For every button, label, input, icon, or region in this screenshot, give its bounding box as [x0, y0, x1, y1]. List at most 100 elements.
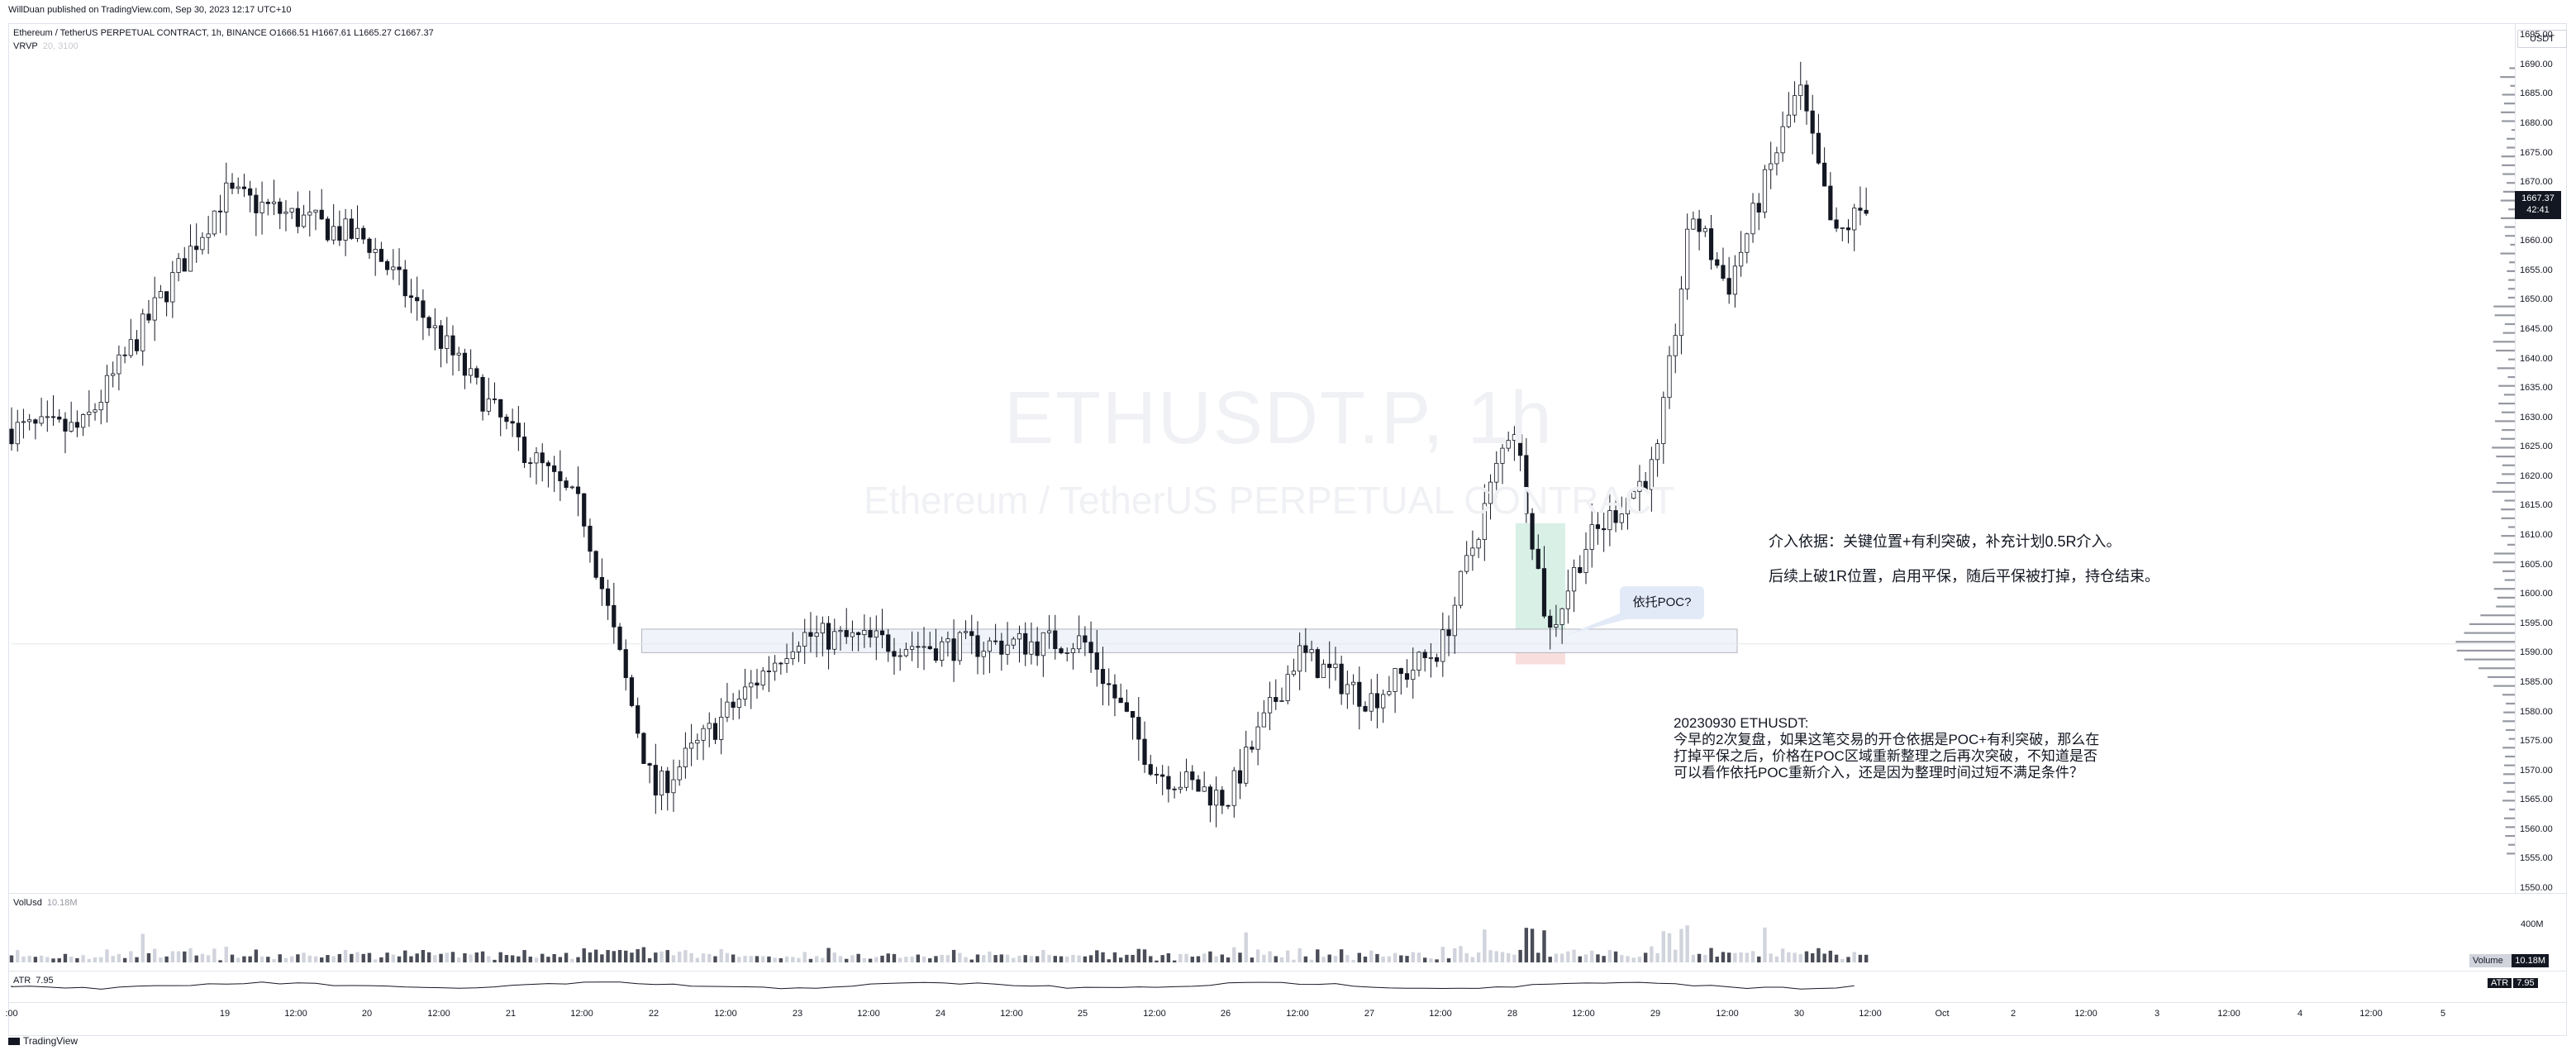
vrvp-bar [2505, 834, 2515, 838]
volume-bar [1202, 953, 1207, 962]
candle-body [1792, 95, 1797, 116]
volume-bar [456, 957, 461, 962]
candle-body [1822, 162, 1827, 187]
candle-body [104, 375, 110, 403]
annotation-entry-basis[interactable]: 介入依据：关键位置+有利突破，补充计划0.5R介入。 [1769, 533, 2121, 550]
vrvp-bar [2503, 103, 2515, 105]
price-axis-label: 1685.00 [2520, 88, 2553, 99]
volume-bar [242, 956, 246, 962]
description-watermark: Ethereum / TetherUS PERPETUAL CONTRACT [864, 479, 1675, 522]
volume-bar [307, 955, 312, 962]
candle-body [50, 416, 56, 418]
volume-bar [1506, 952, 1511, 962]
vrvp-bar [2507, 375, 2515, 379]
vrvp-bar [2501, 535, 2515, 537]
volume-bar [874, 957, 879, 962]
annotation-review[interactable]: 20230930 ETHUSDT: 今早的2次复盘，如果这笔交易的开仓依据是PO… [1674, 715, 2202, 781]
volume-bar [821, 957, 825, 962]
annotation-follow-up[interactable]: 后续上破1R位置，启用平保，随后平保被打掉，持仓结束。 [1769, 568, 2160, 585]
candle-body [1339, 663, 1344, 695]
volume-bar [1005, 954, 1010, 962]
volume-bar [1333, 956, 1338, 962]
candle-body [194, 246, 199, 251]
candle-body [1524, 455, 1529, 514]
volume-bar [1303, 956, 1308, 962]
vrvp-bar [2455, 641, 2515, 643]
volume-bar [570, 958, 574, 962]
poc-callout[interactable]: 依托POC? [1620, 586, 1704, 619]
candle-body [325, 218, 331, 241]
volume-bar [612, 951, 617, 962]
volume-bar [1208, 951, 1212, 962]
volume-bar [1149, 956, 1153, 962]
candle-body [575, 486, 581, 494]
symbol-legend[interactable]: Ethereum / TetherUS PERPETUAL CONTRACT, … [13, 28, 434, 38]
candle-body [999, 640, 1004, 655]
volume-bar [206, 955, 211, 962]
volume-bar [1041, 949, 1045, 962]
currency-button[interactable]: USDT [2517, 30, 2567, 48]
price-axis-label: 1695.00 [2520, 30, 2553, 41]
volume-bar [391, 954, 396, 962]
volume-bar [1602, 956, 1606, 962]
volume-bar [988, 951, 992, 962]
volume-legend[interactable]: VolUsd 10.18M [13, 898, 78, 908]
vrvp-legend[interactable]: VRVP 20, 3100 [13, 41, 79, 51]
candle-body [564, 480, 569, 488]
price-axis[interactable] [2515, 23, 2568, 893]
volume-bar [689, 952, 693, 962]
vrvp-bar [2502, 428, 2515, 432]
vrvp-bar [2507, 526, 2515, 528]
volume-bar [135, 957, 139, 962]
candle-body [140, 313, 145, 351]
volume-bar [355, 952, 359, 962]
candle-body [1548, 615, 1553, 628]
atr-legend[interactable]: ATR 7.95 [13, 976, 54, 986]
volume-bar [1190, 957, 1194, 962]
vrvp-bar [2511, 129, 2515, 131]
vrvp-bar [2509, 261, 2515, 264]
time-axis-label: 25 [1077, 1009, 1088, 1019]
candle-body [1172, 788, 1177, 790]
volume-bar [850, 955, 855, 962]
volume-value: 10.18M [46, 898, 78, 908]
volume-bar [593, 949, 598, 962]
candle-body [432, 325, 437, 328]
volume-bar [409, 956, 413, 962]
candle-body [1435, 656, 1440, 662]
candle-body [1274, 697, 1278, 702]
volume-bar [1661, 931, 1666, 962]
volume-bar [1745, 952, 1750, 962]
volume-bar [546, 957, 550, 962]
price-axis-label: 1625.00 [2520, 442, 2553, 452]
volume-bar [1500, 952, 1505, 962]
volume-bar [725, 952, 730, 962]
candle-body [1166, 776, 1171, 790]
volume-bar [152, 948, 157, 962]
candle-body [1625, 498, 1631, 515]
vrvp-bar [2495, 420, 2515, 422]
volume-bar [361, 953, 365, 962]
volume-bar [183, 951, 187, 962]
vrvp-params: 20, 3100 [42, 41, 79, 51]
candle-body [671, 779, 676, 794]
candle-body [224, 182, 229, 212]
volume-bar [1274, 956, 1278, 962]
vrvp-bar [2503, 711, 2515, 714]
volume-bar [749, 956, 753, 962]
volume-bar [624, 950, 628, 962]
pane-separator[interactable] [8, 893, 2567, 894]
vrvp-bar [2500, 76, 2515, 79]
vrvp-bar [2501, 437, 2515, 440]
volume-bar [1160, 955, 1164, 962]
candle-body [1769, 163, 1774, 170]
volume-bar [1166, 952, 1171, 962]
volume-bar [1774, 956, 1779, 962]
candle-body [1745, 233, 1750, 253]
last-price-value: 1667.37 [2521, 193, 2555, 203]
candle-body [313, 209, 318, 213]
candle-body [1148, 764, 1153, 775]
time-axis-label: 2 [2010, 1009, 2017, 1019]
volume-bar [1822, 953, 1826, 962]
